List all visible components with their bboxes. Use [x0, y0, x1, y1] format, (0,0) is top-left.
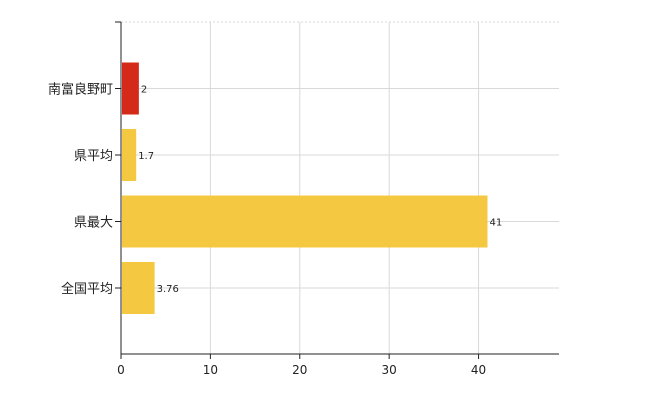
data-label: 3.76: [157, 284, 179, 295]
category-label: 全国平均: [61, 281, 113, 297]
bar: [122, 129, 137, 181]
bar: [122, 62, 139, 115]
category-label: 南富良野町: [48, 82, 113, 98]
category-label: 県平均: [74, 149, 113, 164]
x-tick-label: 30: [382, 363, 397, 377]
data-label: 41: [489, 218, 502, 229]
x-tick-label: 0: [117, 363, 125, 377]
bars: [122, 62, 488, 314]
data-label: 2: [141, 85, 147, 96]
bar: [122, 262, 155, 314]
category-label: 県最大: [74, 216, 113, 231]
data-label: 1.7: [138, 151, 154, 162]
x-tick-label: 10: [203, 363, 218, 377]
x-tick-label: 40: [471, 363, 486, 377]
grid: [121, 21, 559, 354]
axes: [115, 21, 559, 359]
bar: [122, 195, 488, 248]
labels: 0 10 20 30 40 南富良野町 2 県平均 1.7 県最大 41 全国平均 3.76: [48, 82, 502, 378]
x-tick-label: 20: [292, 363, 307, 377]
